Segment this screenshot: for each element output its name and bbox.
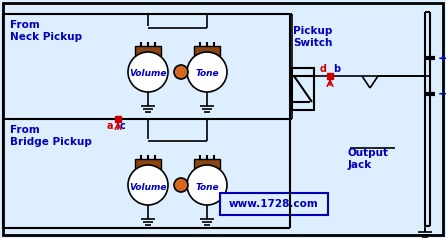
- Text: d: d: [320, 64, 327, 74]
- Circle shape: [187, 165, 227, 205]
- Text: From
Bridge Pickup: From Bridge Pickup: [10, 125, 92, 147]
- Circle shape: [128, 165, 168, 205]
- Text: Output
Jack: Output Jack: [348, 148, 389, 170]
- Bar: [135, 159, 161, 169]
- Text: Pickup
Switch: Pickup Switch: [293, 26, 332, 48]
- Text: b: b: [333, 64, 340, 74]
- Text: Volume: Volume: [129, 183, 167, 192]
- Bar: [220, 193, 328, 215]
- Circle shape: [174, 65, 188, 79]
- Circle shape: [174, 178, 188, 192]
- Text: +: +: [438, 51, 446, 64]
- Circle shape: [187, 52, 227, 92]
- Text: Tone: Tone: [195, 183, 219, 192]
- Text: −: −: [438, 88, 446, 100]
- Text: c: c: [120, 121, 126, 131]
- Bar: [194, 46, 220, 56]
- Text: a: a: [107, 121, 113, 131]
- Text: Volume: Volume: [129, 69, 167, 79]
- Circle shape: [128, 52, 168, 92]
- Bar: [292, 68, 314, 110]
- Text: Tone: Tone: [195, 69, 219, 79]
- Text: www.1728.com: www.1728.com: [229, 199, 319, 209]
- Text: From
Neck Pickup: From Neck Pickup: [10, 20, 82, 42]
- Bar: [194, 159, 220, 169]
- Bar: [135, 46, 161, 56]
